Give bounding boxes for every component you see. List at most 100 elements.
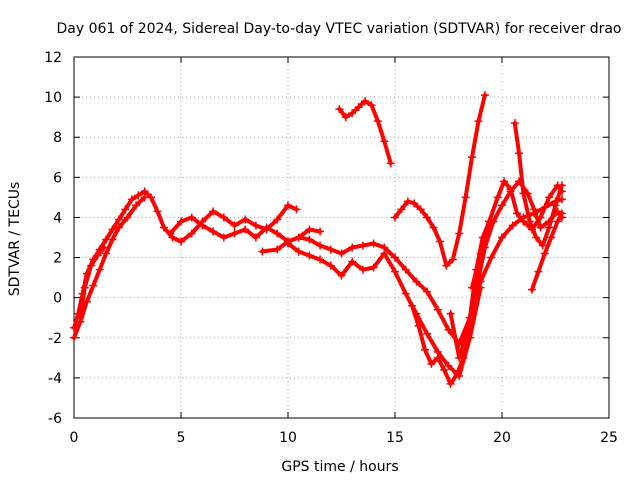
data-point	[401, 265, 410, 274]
data-point	[435, 237, 444, 246]
data-point	[102, 249, 111, 258]
x-axis-label: GPS time / hours	[281, 459, 398, 475]
data-point	[547, 233, 556, 242]
data-point	[358, 265, 367, 274]
data-point	[273, 245, 282, 254]
data-point	[273, 215, 282, 224]
data-point	[440, 365, 449, 374]
data-series	[70, 91, 566, 388]
data-point	[70, 333, 78, 342]
x-tick-label: 25	[600, 430, 618, 446]
data-point	[273, 229, 282, 238]
data-point	[487, 253, 496, 262]
data-point	[177, 237, 185, 246]
data-point	[99, 243, 108, 252]
data-point	[108, 235, 117, 244]
data-point	[177, 217, 185, 226]
data-point	[538, 241, 547, 250]
data-point	[429, 223, 438, 232]
data-point	[427, 359, 436, 368]
y-tick-label: -6	[48, 411, 62, 427]
y-tick-label: 6	[53, 170, 62, 186]
data-point	[510, 119, 519, 128]
data-point	[337, 271, 346, 280]
data-point	[545, 223, 554, 232]
data-point	[423, 213, 432, 222]
data-point	[468, 283, 477, 292]
data-point	[121, 205, 130, 214]
data-point	[326, 245, 335, 254]
data-point	[251, 233, 260, 242]
data-point	[500, 177, 509, 186]
plot-frame	[73, 56, 610, 419]
data-point	[108, 225, 117, 234]
data-point	[525, 217, 534, 226]
series-line	[72, 195, 147, 340]
data-point	[423, 287, 432, 296]
data-point	[373, 117, 382, 126]
data-point	[348, 109, 357, 118]
y-tick-label: -2	[48, 331, 62, 347]
data-point	[305, 225, 314, 234]
data-point	[506, 185, 515, 194]
data-point	[198, 221, 207, 230]
data-point	[294, 247, 303, 256]
data-point	[258, 247, 267, 256]
series-line	[72, 189, 299, 330]
data-point	[241, 225, 250, 234]
data-point	[530, 205, 539, 214]
data-point	[448, 255, 457, 264]
data-point	[498, 201, 506, 210]
y-tick-label: 8	[53, 130, 62, 146]
data-point	[480, 91, 489, 100]
x-tick-label: 5	[177, 430, 186, 446]
data-point	[89, 281, 98, 290]
data-point	[512, 209, 521, 218]
data-point	[476, 249, 485, 258]
data-point	[219, 213, 228, 222]
y-tick-label: -4	[48, 371, 62, 387]
data-point	[472, 285, 481, 294]
data-point	[93, 251, 102, 260]
data-point	[168, 233, 177, 242]
data-point	[442, 261, 451, 270]
data-point	[545, 193, 554, 202]
data-point	[153, 207, 162, 216]
y-axis-label: SDTVAR / TECUs	[7, 182, 23, 297]
data-point	[241, 215, 250, 224]
data-point	[251, 221, 260, 230]
data-point	[519, 189, 528, 198]
data-point	[391, 267, 399, 276]
data-point	[209, 207, 218, 216]
series-track-i	[408, 217, 494, 388]
y-tick-label: 0	[53, 291, 62, 307]
data-point	[401, 289, 410, 298]
data-point	[474, 117, 483, 126]
data-point	[262, 223, 271, 232]
data-point	[284, 201, 292, 210]
data-point	[551, 201, 560, 210]
data-point	[423, 329, 432, 338]
data-point	[380, 137, 389, 146]
data-point	[414, 321, 423, 330]
data-point	[485, 217, 494, 226]
series-track-h	[391, 91, 489, 270]
data-point	[532, 233, 541, 242]
y-tick-label: 4	[53, 210, 62, 226]
data-point	[187, 229, 196, 238]
data-point	[358, 241, 367, 250]
axis-ticks	[73, 56, 610, 419]
data-point	[140, 193, 149, 202]
series-track-l	[510, 119, 566, 250]
data-point	[361, 97, 370, 106]
data-point	[354, 103, 363, 112]
chart-title: Day 061 of 2024, Sidereal Day-to-day VTE…	[56, 21, 621, 37]
series-line	[260, 197, 564, 346]
data-point	[292, 205, 301, 214]
y-tick-label: 10	[44, 90, 62, 106]
data-point	[444, 361, 453, 370]
data-point	[87, 261, 96, 270]
data-point	[444, 325, 453, 334]
data-point	[391, 213, 399, 222]
data-point	[408, 301, 417, 310]
